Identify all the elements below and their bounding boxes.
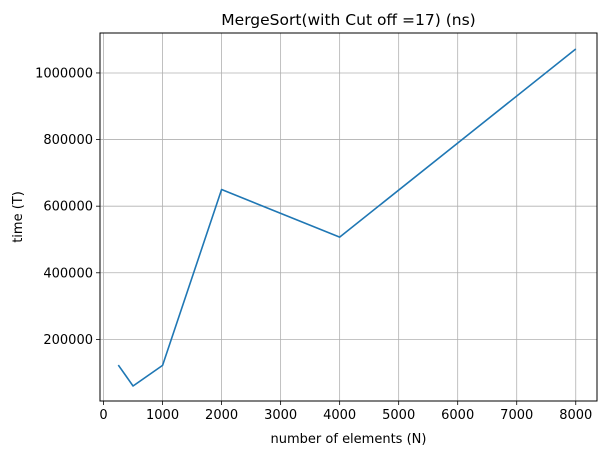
x-tick-label: 3000	[264, 408, 297, 423]
x-tick-label: 4000	[323, 408, 356, 423]
plot-frame	[99, 32, 598, 402]
x-tick-label: 6000	[441, 408, 474, 423]
x-tick-label: 5000	[382, 408, 415, 423]
series-layer	[117, 48, 577, 387]
chart-title: MergeSort(with Cut off =17) (ns)	[221, 11, 475, 29]
y-tick-label: 1000000	[35, 66, 93, 81]
x-tick-label: 1000	[146, 408, 179, 423]
y-tick-label: 400000	[43, 266, 93, 281]
x-tick-label: 8000	[559, 408, 592, 423]
y-axis-title: time (T)	[11, 191, 26, 243]
axis-ticks: 0 1000 2000 3000 4000 5000 6000 7000 8000 200000 4…	[35, 66, 592, 423]
x-tick-label: 2000	[205, 408, 238, 423]
x-tick-label: 7000	[500, 408, 533, 423]
grid	[100, 33, 597, 401]
x-axis-title: number of elements (N)	[271, 432, 427, 447]
y-tick-label: 600000	[43, 200, 93, 215]
y-tick-label: 800000	[43, 133, 93, 148]
series-line-0	[117, 48, 577, 387]
y-tick-label: 200000	[43, 333, 93, 348]
x-tick-label: 0	[99, 408, 107, 423]
